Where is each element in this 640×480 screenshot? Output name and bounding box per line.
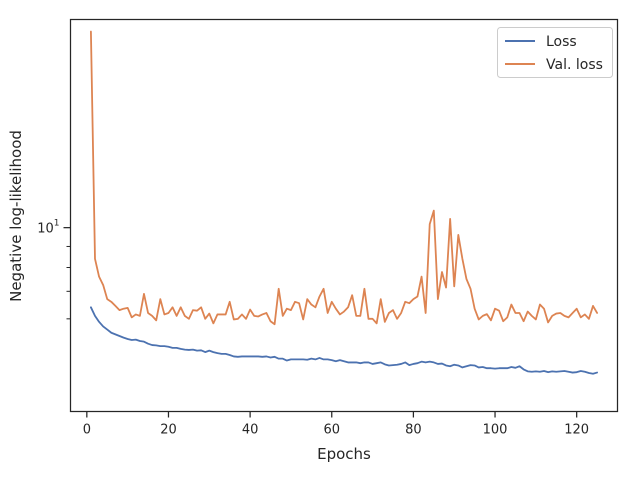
plot-area (90, 30, 598, 375)
x-tick-label: 20 (160, 423, 177, 438)
series-line-loss (90, 306, 598, 375)
x-tick-label: 40 (242, 423, 259, 438)
legend: Loss Val. loss (497, 27, 613, 78)
x-tick-label: 60 (323, 423, 340, 438)
x-tick-label: 100 (483, 423, 508, 438)
series-line-val-loss (90, 30, 598, 326)
y-axis-label: Negative log-likelihood (7, 130, 25, 302)
x-tick-label: 0 (83, 423, 91, 438)
y-tick-label: 101 (37, 219, 59, 237)
x-axis: 0 20 40 60 80 100 120 (83, 411, 589, 438)
axes-frame (69, 18, 619, 413)
x-axis-label: Epochs (317, 445, 371, 463)
x-tick-label: 80 (405, 423, 422, 438)
legend-label-loss: Loss (546, 34, 577, 50)
y-axis: 101 (37, 219, 71, 320)
legend-label-val-loss: Val. loss (546, 57, 603, 73)
x-tick-label: 120 (564, 423, 589, 438)
